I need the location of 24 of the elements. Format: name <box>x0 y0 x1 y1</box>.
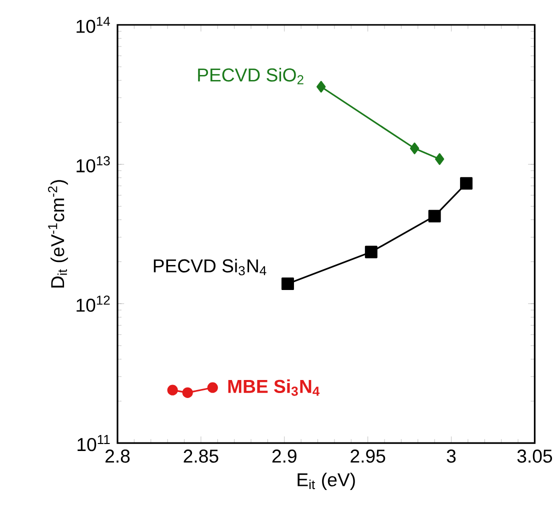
point <box>428 210 441 222</box>
x-tick-label: 2.8 <box>106 450 130 463</box>
point <box>364 246 378 258</box>
y-tick-label: 10$^{12}$ <box>76 296 110 312</box>
x-tick-label: 2.95 <box>350 450 386 463</box>
point <box>281 278 294 290</box>
x-tick-label: 3.05 <box>517 450 552 463</box>
text: MBE Si$_{3}$N$_{4}$ <box>228 379 320 396</box>
y-tick-label: 10$^{13}$ <box>76 156 110 172</box>
x-tick-label: 2.9 <box>272 450 296 463</box>
point <box>207 382 218 394</box>
point <box>316 80 326 93</box>
x-tick-label: 2.85 <box>184 450 218 463</box>
y-axis-title: D$_{it}$ (eV$^{-1}$cm$^{-2}$) <box>48 180 68 288</box>
point <box>167 384 178 396</box>
point <box>182 387 193 398</box>
series-label: PECVD Si$_{3}$N$_{4}$ <box>154 258 266 276</box>
x-axis-title: E$_{it}$ (eV) <box>298 472 355 490</box>
y-tick-label: 10$^{14}$ <box>76 16 110 33</box>
point <box>435 153 444 165</box>
point <box>460 177 473 190</box>
x-tick-label: 3 <box>446 450 456 463</box>
series-label: PECVD SiO$_{2}$ <box>198 68 304 84</box>
point <box>410 142 420 154</box>
